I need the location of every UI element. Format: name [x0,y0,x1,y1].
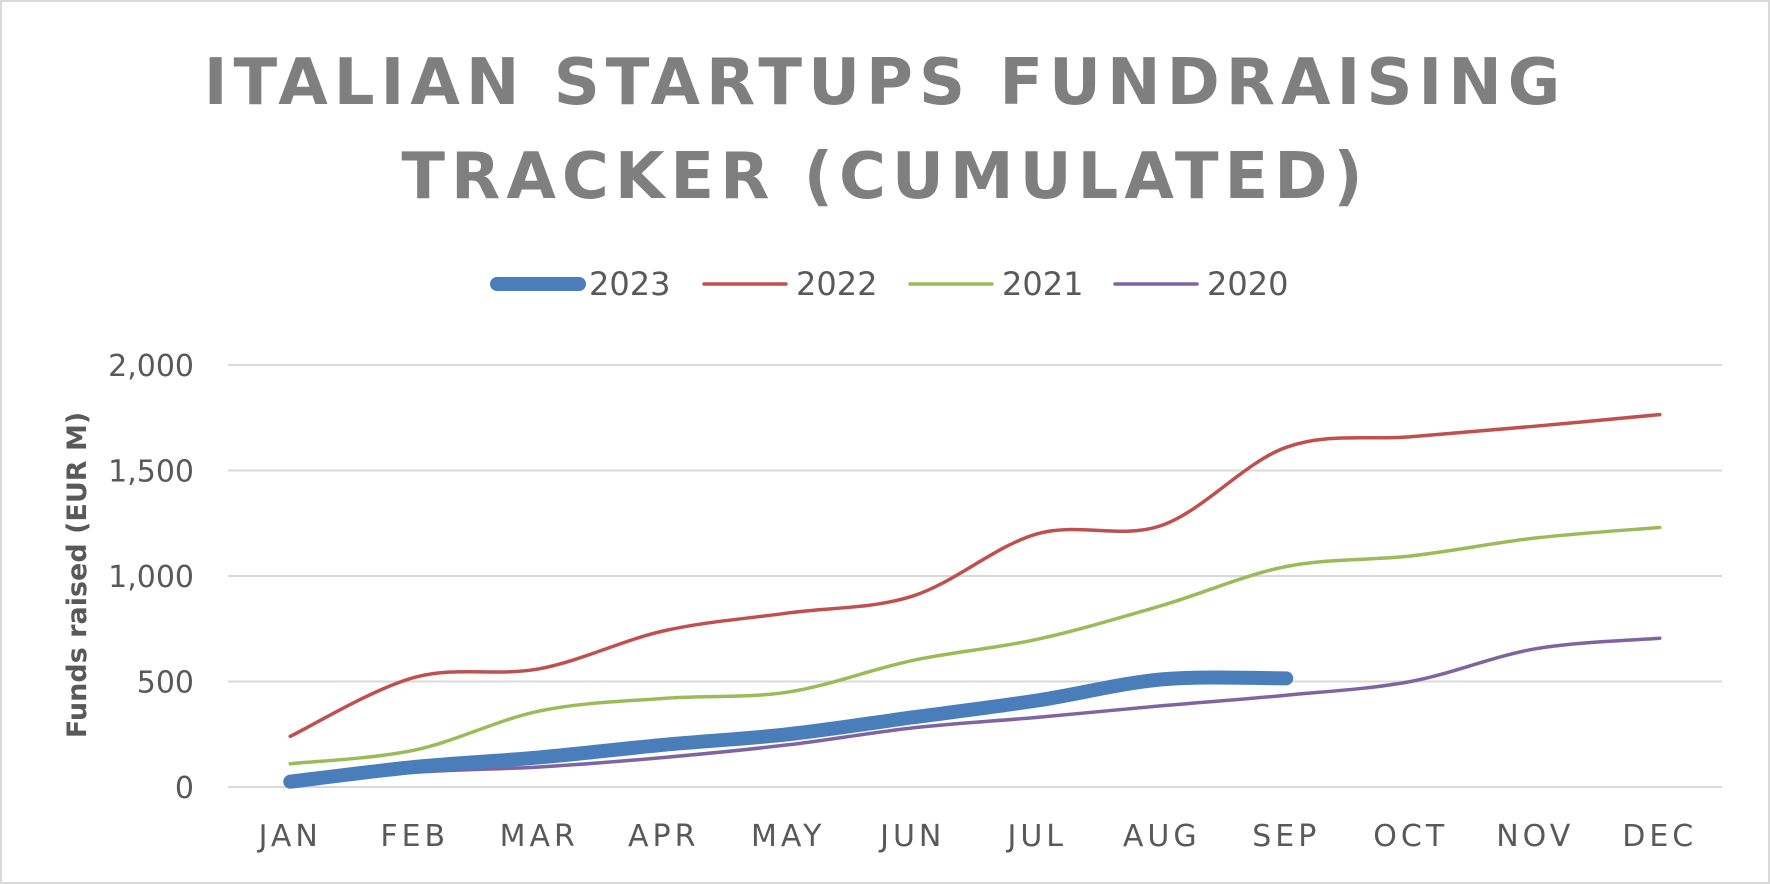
legend-label: 2021 [1002,265,1083,303]
x-tick-label: NOV [1496,819,1574,854]
x-tick-label: SEP [1252,819,1320,854]
x-tick-label: FEB [380,819,449,854]
legend-label: 2023 [589,265,670,303]
legend-entry-2020: 2020 [1113,265,1288,303]
series-lines [283,412,1662,789]
series-line-2021 [288,525,1662,766]
y-tick-label: 500 [137,666,194,701]
legend-entry-2022: 2022 [702,265,877,303]
x-tick-label: JAN [257,819,322,854]
chart-title-line-2: TRACKER (CUMULATED) [401,140,1368,214]
x-axis-ticks: JAN FEB MAR APR MAY JUN JUL AUG SEP OCT NOV DEC [257,819,1697,854]
x-tick-label: JUN [878,819,945,854]
y-tick-label: 2,000 [108,349,194,384]
series-line-2023 [283,670,1294,789]
x-tick-label: APR [628,819,699,854]
legend-label: 2020 [1207,265,1288,303]
y-tick-label: 1,500 [108,455,194,490]
chart-legend: 2023 2022 2021 2020 [490,265,1288,303]
y-tick-label: 0 [175,771,194,806]
series-line-2020 [288,636,1662,787]
x-tick-label: MAY [751,819,825,854]
y-axis-label: Funds raised (EUR M) [62,412,93,738]
x-tick-label: MAR [500,819,579,854]
legend-entry-2023: 2023 [490,265,670,303]
x-tick-label: DEC [1622,819,1697,854]
gridlines [228,364,1722,788]
y-tick-label: 1,000 [108,560,194,595]
legend-label: 2022 [796,265,877,303]
y-axis-ticks: 0 500 1,000 1,500 2,000 [108,349,194,806]
x-tick-label: JUL [1005,819,1067,854]
x-tick-label: OCT [1373,819,1448,854]
x-tick-label: AUG [1123,819,1201,854]
chart-title-line-1: ITALIAN STARTUPS FUNDRAISING [204,46,1567,120]
series-line-2022 [288,412,1662,739]
legend-entry-2021: 2021 [908,265,1083,303]
